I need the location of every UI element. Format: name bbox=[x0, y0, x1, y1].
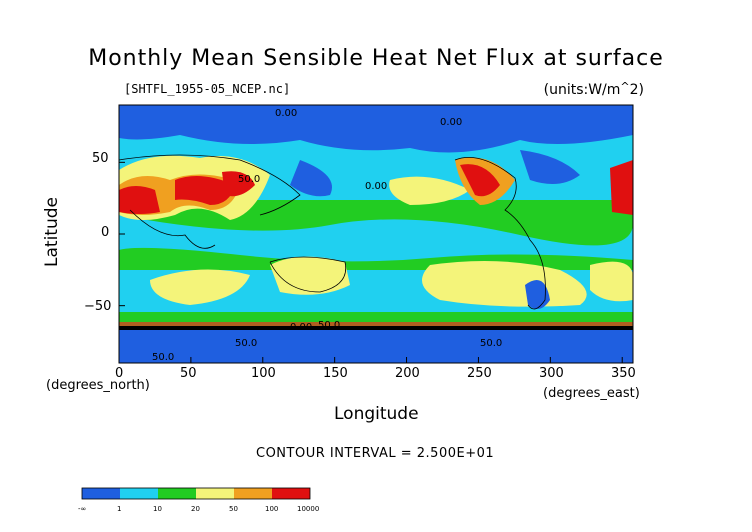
chart-title: Monthly Mean Sensible Heat Net Flux at s… bbox=[88, 46, 664, 71]
contour-label: 50.0 bbox=[480, 338, 502, 349]
x-axis-label: Longitude bbox=[334, 404, 419, 424]
contour-label: 50.0 bbox=[238, 174, 260, 185]
field-north-pacific-blue bbox=[290, 160, 332, 197]
colorbar-label: 50 bbox=[229, 505, 238, 513]
x-tick-label: 250 bbox=[467, 366, 492, 381]
colorbar-swatch-2 bbox=[120, 488, 158, 499]
colorbar-swatch-6 bbox=[272, 488, 310, 499]
coastline-americas bbox=[454, 157, 546, 310]
field-north-atlantic-blue bbox=[520, 150, 580, 184]
field-north-pacific bbox=[389, 176, 470, 205]
field-sahara-red bbox=[610, 160, 633, 215]
x-tick-label: 50 bbox=[180, 366, 197, 381]
y-tick-label: −50 bbox=[84, 299, 112, 314]
field-antarctica bbox=[119, 330, 633, 363]
coastline-eurasia bbox=[119, 154, 301, 216]
field-tibet-red bbox=[222, 171, 255, 197]
x-axis-unit: (degrees_east) bbox=[543, 386, 640, 401]
field-ice-edge-dark bbox=[119, 326, 633, 330]
y-axis-unit: (degrees_north) bbox=[46, 378, 150, 393]
colorbar-swatch-4 bbox=[196, 488, 234, 499]
field-north-america-red bbox=[460, 164, 500, 197]
x-tick-label: 300 bbox=[539, 366, 564, 381]
y-tick-label: 50 bbox=[92, 151, 109, 166]
contour-label: 50.0 bbox=[152, 352, 174, 363]
coastline-australia bbox=[269, 256, 347, 293]
x-tick-label: 0 bbox=[115, 366, 124, 381]
units-label: (units:W/m^2) bbox=[543, 80, 644, 98]
contour-interval: CONTOUR INTERVAL = 2.500E+01 bbox=[256, 446, 495, 461]
colorbar-swatch-1 bbox=[82, 488, 120, 499]
y-tick-label: 0 bbox=[101, 225, 110, 240]
colorbar-label: 100 bbox=[265, 505, 279, 513]
colorbar-swatch-5 bbox=[234, 488, 272, 499]
field-central-asia-red bbox=[175, 176, 235, 205]
colorbar bbox=[81, 487, 311, 500]
x-tick-label: 100 bbox=[251, 366, 276, 381]
contour-label: 0.00 bbox=[365, 181, 387, 192]
colorbar-label: 20 bbox=[191, 505, 200, 513]
field-south-atlantic bbox=[590, 261, 633, 302]
coastline-africa bbox=[129, 209, 216, 249]
x-tick-label: 150 bbox=[323, 366, 348, 381]
contour-label: 0.00 bbox=[290, 322, 312, 333]
contour-label: 50.0 bbox=[318, 320, 340, 331]
x-tick-label: 200 bbox=[395, 366, 420, 381]
map-field: 0.00 0.00 0.00 50.0 0.00 50.0 50.0 50.0 … bbox=[119, 105, 633, 363]
colorbar-label: 1 bbox=[117, 505, 122, 513]
colorbar-frame bbox=[81, 487, 311, 500]
contour-label: 0.00 bbox=[440, 117, 462, 128]
y-axis-label: Latitude bbox=[42, 197, 62, 267]
colorbar-label: 10000 bbox=[297, 505, 320, 513]
field-indian-ocean bbox=[150, 269, 250, 305]
field-middle-east-red bbox=[119, 186, 160, 214]
colorbar-label: -∞ bbox=[78, 505, 87, 513]
contour-label: 50.0 bbox=[235, 338, 257, 349]
field-arctic bbox=[119, 105, 633, 153]
axis-ticks bbox=[118, 161, 623, 363]
contour-label: 0.00 bbox=[275, 108, 297, 119]
colorbar-swatch-3 bbox=[158, 488, 196, 499]
field-australia bbox=[270, 256, 350, 295]
field-equatorial-band bbox=[119, 215, 633, 262]
colorbar-label: 10 bbox=[153, 505, 162, 513]
dataset-filename: [SHTFL_1955-05_NCEP.nc] bbox=[124, 82, 291, 96]
x-tick-label: 350 bbox=[611, 366, 636, 381]
